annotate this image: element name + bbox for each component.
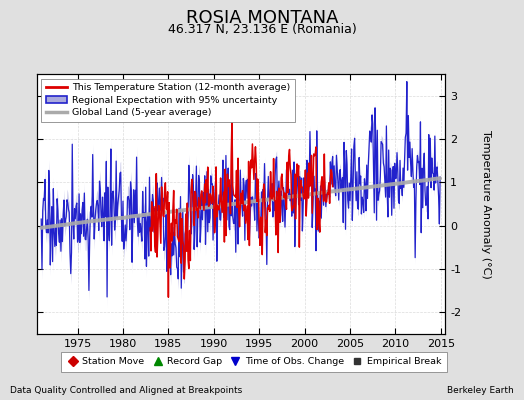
Text: 46.317 N, 23.136 E (Romania): 46.317 N, 23.136 E (Romania) xyxy=(168,24,356,36)
Legend: Station Move, Record Gap, Time of Obs. Change, Empirical Break: Station Move, Record Gap, Time of Obs. C… xyxy=(61,352,447,372)
Legend: This Temperature Station (12-month average), Regional Expectation with 95% uncer: This Temperature Station (12-month avera… xyxy=(41,79,294,122)
Text: ROSIA MONTANA: ROSIA MONTANA xyxy=(185,9,339,27)
Text: Berkeley Earth: Berkeley Earth xyxy=(447,386,514,395)
Y-axis label: Temperature Anomaly (°C): Temperature Anomaly (°C) xyxy=(481,130,491,278)
Text: Data Quality Controlled and Aligned at Breakpoints: Data Quality Controlled and Aligned at B… xyxy=(10,386,243,395)
